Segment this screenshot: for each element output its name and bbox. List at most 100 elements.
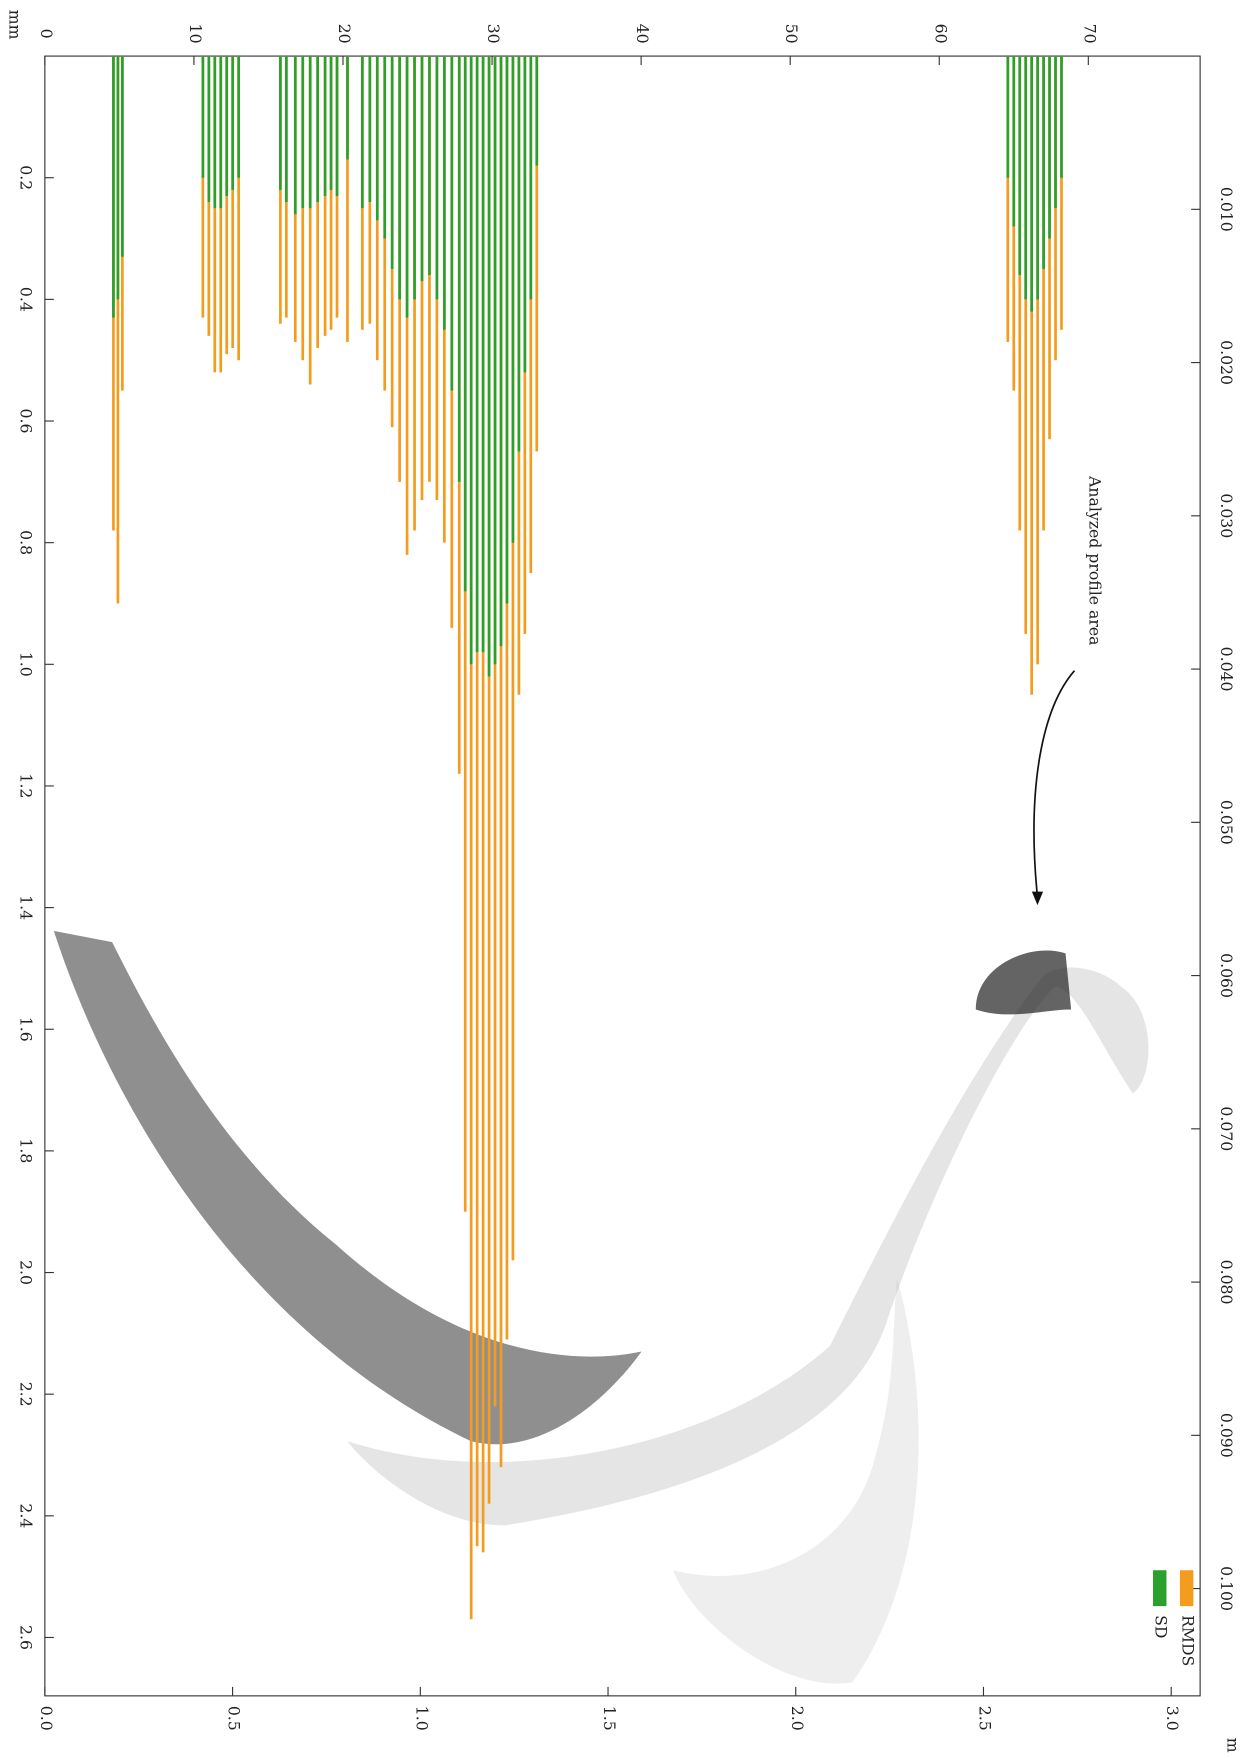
y-tick-label: 1.6 (17, 1017, 36, 1042)
bar (1048, 56, 1051, 239)
bar (219, 56, 223, 209)
x-tick-label: 0 (37, 29, 56, 39)
x2-tick-label: 1.0 (412, 1706, 431, 1731)
bar (420, 56, 424, 282)
bar (279, 56, 282, 190)
bar (1036, 56, 1039, 665)
x-tick-label: 60 (931, 24, 950, 44)
y-axis-label: mm (5, 10, 24, 40)
bar (1006, 56, 1010, 342)
bar (435, 56, 439, 300)
bar (523, 56, 527, 373)
bar (469, 56, 473, 1620)
bar (375, 56, 379, 221)
bar (499, 56, 503, 1468)
bar (475, 56, 479, 1547)
bar (443, 56, 446, 330)
y2-tick-label: 0.100 (1217, 1566, 1236, 1611)
bar (1054, 56, 1057, 209)
legend-label: RMDS (1179, 1615, 1198, 1666)
x-tick-label: 20 (335, 24, 354, 44)
bar (1042, 56, 1045, 269)
bar (237, 56, 240, 178)
bar (1060, 56, 1063, 178)
bar (390, 56, 394, 269)
bar (308, 56, 312, 209)
bar (231, 56, 235, 349)
bar (116, 56, 120, 300)
bar (237, 56, 240, 361)
bar (529, 56, 533, 574)
bar (1048, 56, 1051, 440)
x-tick-label: 30 (484, 24, 503, 44)
y2-tick-label: 0.090 (1217, 1413, 1236, 1458)
annotation-arrow (1031, 670, 1076, 906)
legend-swatch (1179, 1570, 1194, 1607)
x2-tick-label: 0.0 (37, 1706, 56, 1731)
bar (481, 56, 485, 1553)
bar (1018, 56, 1022, 276)
bar (329, 56, 333, 190)
bar (225, 56, 229, 196)
bar (219, 56, 223, 373)
bar (511, 56, 515, 543)
x2-tick-label: 1.5 (600, 1706, 619, 1731)
bar (463, 56, 467, 1212)
y-tick-label: 2.2 (17, 1382, 36, 1407)
bar (535, 56, 539, 166)
bar (1024, 56, 1028, 634)
bar (517, 56, 521, 452)
bar (1006, 56, 1010, 178)
bar (293, 56, 297, 215)
bar (487, 56, 491, 1504)
bar (383, 56, 387, 239)
y-tick-label: 0.6 (17, 409, 36, 434)
y-tick-label: 2.6 (17, 1625, 36, 1650)
bar (428, 56, 431, 276)
annotation: Analyzed profile area (1086, 475, 1105, 645)
y-tick-label: 0.8 (17, 530, 36, 555)
bar (511, 56, 515, 1261)
y2-tick-label: 0.080 (1217, 1260, 1236, 1305)
bar (1018, 56, 1022, 531)
bar (493, 56, 497, 1407)
y2-tick-label: 0.010 (1217, 187, 1236, 232)
y2-tick-label: 0.050 (1217, 800, 1236, 845)
legend-swatch (1153, 1570, 1167, 1607)
bar (225, 56, 229, 355)
bar (368, 56, 372, 203)
bar (361, 56, 364, 209)
y-tick-label: 1.4 (17, 895, 36, 920)
y2-tick-label: 0.020 (1217, 340, 1236, 385)
x2-tick-label: 0.5 (225, 1706, 244, 1731)
bar (405, 56, 409, 318)
bar (207, 56, 211, 203)
bar (1036, 56, 1039, 300)
bar (535, 56, 539, 452)
y2-axis-label: m (1224, 1738, 1243, 1753)
bar (463, 56, 467, 592)
bar (1024, 56, 1028, 300)
bar (505, 56, 509, 1340)
y-tick-label: 1.2 (17, 773, 36, 798)
bar (346, 56, 349, 160)
x2-tick-label: 3.0 (1163, 1706, 1182, 1731)
bar (505, 56, 509, 604)
y2-tick-label: 0.060 (1217, 953, 1236, 998)
bar (469, 56, 473, 665)
bar (301, 56, 305, 209)
bar (316, 56, 319, 203)
y-tick-label: 2.0 (17, 1260, 36, 1285)
bar (481, 56, 485, 653)
bar (201, 56, 205, 178)
y2-tick-label: 0.030 (1217, 493, 1236, 538)
x-tick-label: 10 (186, 24, 205, 44)
bar (457, 56, 461, 482)
bar (329, 56, 333, 330)
bar (413, 56, 416, 300)
bar (121, 56, 124, 257)
profile-image (53, 930, 1149, 1684)
y-tick-label: 0.4 (17, 287, 36, 312)
bar (487, 56, 491, 677)
legend-label: SD (1152, 1615, 1171, 1638)
